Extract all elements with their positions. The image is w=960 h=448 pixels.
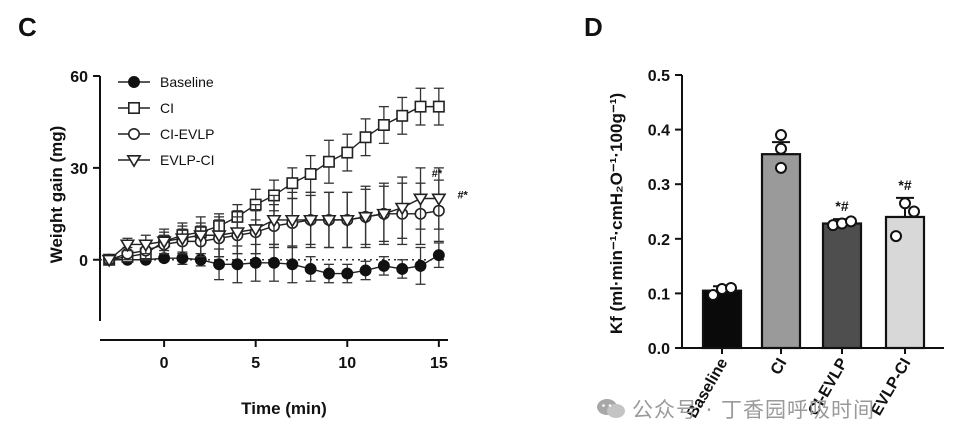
data-point [376,208,392,222]
data-point [286,177,299,190]
data-point [322,155,335,168]
data-point [284,214,300,228]
data-point [138,239,154,253]
y-tick-label: 0.5 [648,68,670,85]
data-point [899,197,911,210]
watermark: 公众号 · 丁香园呼吸时间 [596,394,875,424]
data-point [725,281,737,294]
wechat-icon [597,399,625,418]
data-point [775,129,787,142]
data-point [303,214,319,228]
bar [701,289,743,350]
legend-marker [128,128,141,141]
x-tick-label: EVLP-CI [868,356,914,419]
data-point [412,193,429,207]
significance-label: *# [835,198,848,214]
x-tick-label: CI [768,356,791,378]
x-axis-title: Time (min) [241,399,327,418]
data-point [890,230,902,243]
data-point [304,168,317,181]
data-point [322,267,335,280]
data-point [286,258,299,271]
bar-group-evlp-ci: EVLP-CI [868,196,926,419]
data-point [176,252,189,265]
y-axis-title: Weight gain (mg) [47,126,66,264]
data-point [249,256,262,269]
data-point [266,214,282,228]
data-point [431,193,447,207]
data-point [231,258,244,271]
series-baseline [103,242,445,285]
x-tick-label: 15 [430,355,448,372]
data-point [193,230,209,244]
bar-group-ci-evlp: CI-EVLP [805,215,863,419]
y-axis-title: Kf (ml·min⁻¹·cmH₂O⁻¹·100g⁻¹) [607,93,626,334]
data-point [707,289,719,302]
data-point [357,211,374,225]
data-point [158,252,171,265]
data-point [211,230,227,244]
data-point [321,214,337,228]
data-point [394,202,410,216]
kf-bar-chart: 0.0 0.1 0.2 0.3 0.4 0.5 Kf (ml·min⁻¹·cmH₂O⁻¹·1… [607,68,944,421]
data-point [156,236,172,250]
data-point [414,100,427,113]
bar [760,153,802,350]
data-point [396,262,409,275]
legend-label: CI [160,100,174,116]
legend-marker [126,155,142,168]
data-point [359,264,372,277]
data-point [396,109,409,122]
y-tick-label: 0.4 [648,123,670,140]
bar [821,222,863,350]
data-point [775,161,787,174]
weight-gain-line-chart: 0 30 60 0 5 10 15 Time (min) Weight gain (mg) #* #… [47,69,469,418]
data-point [119,239,136,253]
y-tick-label: 0 [79,253,88,270]
significance-label: #* [432,168,443,180]
significance-label: #* [457,190,468,202]
data-point [341,267,354,280]
legend-marker [128,102,141,115]
bar-group-ci: CI [760,129,802,378]
data-point [101,254,117,268]
y-tick-label: 0.3 [648,177,670,194]
data-point [908,205,920,218]
data-point [775,142,787,155]
series-evlp-ci [101,167,447,268]
panel-letter-c: C [18,12,37,42]
data-point [377,119,390,132]
legend-label: Baseline [160,74,214,90]
data-point [341,146,354,159]
data-point [213,258,226,271]
x-tick-label: 5 [251,355,260,372]
data-point [432,249,445,262]
x-tick-label: 0 [160,355,169,372]
legend: Baseline CI CI-EVLP EVLP-CI [118,74,214,168]
data-point [359,131,372,144]
data-point [229,227,245,240]
x-tick-label: 10 [338,355,356,372]
y-tick-label: 0.2 [648,232,670,249]
panel-letter-d: D [584,12,603,42]
legend-marker [128,76,140,88]
data-point [268,256,280,269]
y-tick-label: 0.0 [648,341,670,358]
legend-label: CI-EVLP [160,126,214,142]
data-point [432,100,445,113]
watermark-text: 公众号 · 丁香园呼吸时间 [632,398,876,422]
legend-label: EVLP-CI [160,152,214,168]
y-tick-label: 60 [70,69,88,86]
data-point [248,224,264,237]
significance-label: *# [898,177,911,193]
data-point [174,233,191,247]
y-tick-label: 0.1 [648,286,670,303]
data-point [377,259,390,272]
y-tick-label: 30 [70,161,88,178]
data-point [304,262,317,275]
data-point [845,215,857,228]
data-point [339,214,355,228]
data-point [414,259,427,272]
